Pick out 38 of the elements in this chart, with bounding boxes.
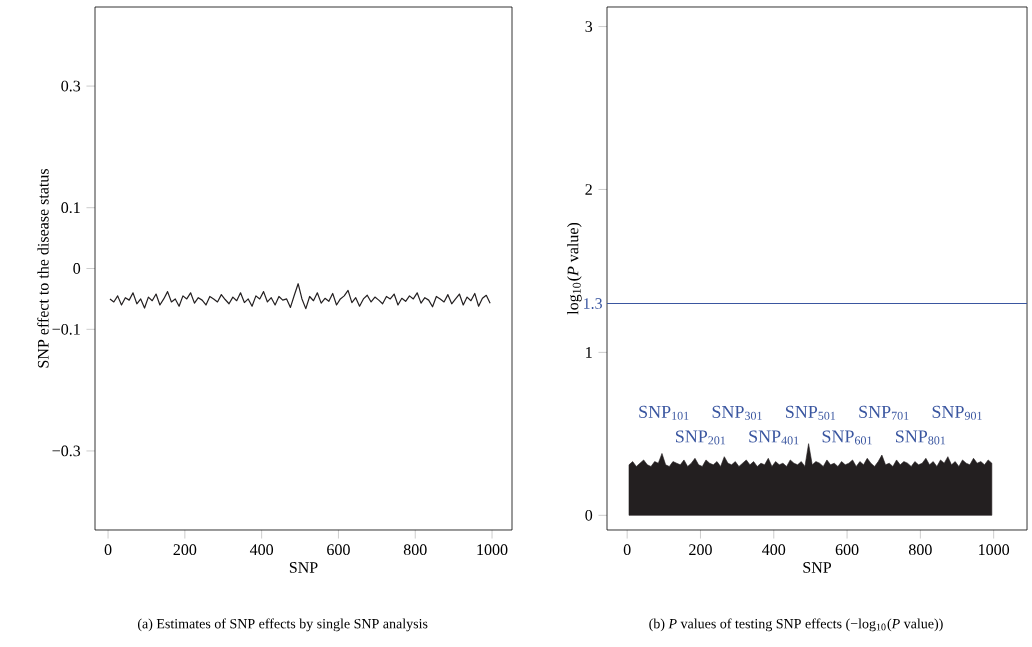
y-tick-label: 0.1 <box>61 202 80 214</box>
annotation: SNP$_{201}$ <box>675 430 726 445</box>
y-tick-label: 3 <box>585 21 593 32</box>
y-axis-title: log$_{10}$(P value) <box>567 222 582 315</box>
annotation: SNP$_{401}$ <box>749 430 799 445</box>
x-tick-label: 1000 <box>477 544 508 556</box>
ref-line-label: 1.3 <box>584 298 602 309</box>
x-axis-title: SNP <box>289 562 318 573</box>
x-tick-label: 400 <box>762 544 786 556</box>
x-tick-label: 400 <box>249 544 274 556</box>
x-tick-label: 800 <box>908 544 932 556</box>
x-tick-label: 200 <box>689 544 712 556</box>
line-series <box>109 283 491 310</box>
x-tick-label: 600 <box>327 544 350 556</box>
y-tick-label: 1 <box>586 347 592 358</box>
x-tick-label: 1000 <box>979 544 1010 556</box>
y-tick-label: 0 <box>585 509 593 521</box>
y-tick-label: −0.3 <box>52 445 81 457</box>
text: (a) Estimates of SNP effects by single SNP analysis <box>137 618 428 632</box>
x-tick-label: 600 <box>835 544 859 556</box>
x-tick-label: 200 <box>173 544 197 556</box>
annotation: SNP$_{701}$ <box>859 405 909 420</box>
annotation: SNP$_{501}$ <box>785 405 836 420</box>
y-tick-label: 2 <box>585 184 592 195</box>
y-axis-title: SNP effect to the disease status <box>37 169 49 368</box>
annotation: SNP$_{101}$ <box>639 405 689 420</box>
annotation: SNP$_{601}$ <box>822 430 872 445</box>
y-tick-label: 0.3 <box>61 80 81 92</box>
x-tick-label: 0 <box>623 544 631 556</box>
text: (b) P values of testing SNP effects (−log$_{10}$(P value)) <box>649 618 943 632</box>
y-tick-label: 0 <box>73 263 81 274</box>
x-tick-label: 0 <box>104 544 112 556</box>
x-axis-title: SNP <box>803 562 832 573</box>
y-tick-label: −0.1 <box>52 323 80 335</box>
annotation: SNP$_{801}$ <box>895 430 946 445</box>
x-tick-label: 800 <box>403 544 427 556</box>
annotation: SNP$_{301}$ <box>712 405 762 420</box>
annotation: SNP$_{901}$ <box>932 405 982 420</box>
